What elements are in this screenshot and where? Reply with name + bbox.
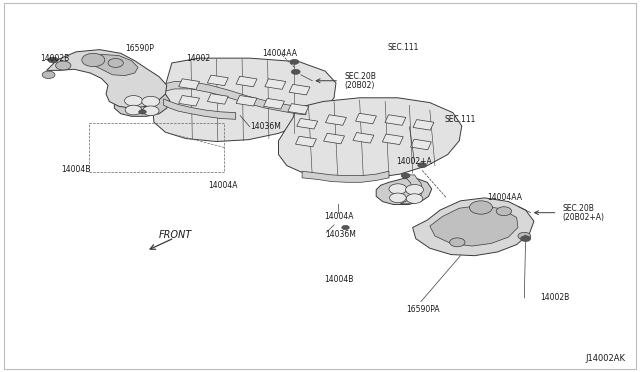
- Text: 14002: 14002: [187, 54, 211, 62]
- Text: SEC.20B: SEC.20B: [344, 72, 376, 81]
- Text: 14036M: 14036M: [250, 122, 280, 131]
- Polygon shape: [115, 90, 170, 116]
- Circle shape: [342, 225, 349, 230]
- Circle shape: [48, 57, 58, 63]
- Polygon shape: [164, 81, 306, 115]
- Circle shape: [469, 201, 492, 214]
- Text: FRONT: FRONT: [159, 230, 192, 240]
- Polygon shape: [376, 179, 432, 205]
- Polygon shape: [153, 58, 336, 141]
- Polygon shape: [302, 171, 389, 182]
- Polygon shape: [164, 99, 236, 119]
- Circle shape: [291, 69, 300, 74]
- Circle shape: [406, 185, 424, 195]
- Bar: [413, 119, 434, 130]
- Bar: [179, 79, 200, 89]
- Polygon shape: [430, 205, 518, 246]
- Polygon shape: [47, 49, 167, 108]
- Text: SEC.111: SEC.111: [445, 115, 476, 124]
- Circle shape: [496, 207, 511, 216]
- Bar: [289, 84, 310, 95]
- Circle shape: [290, 59, 299, 64]
- Bar: [207, 75, 228, 86]
- Text: 14004A: 14004A: [324, 212, 354, 221]
- Bar: [324, 133, 344, 144]
- Bar: [385, 115, 406, 125]
- Text: 14004AA: 14004AA: [262, 49, 297, 58]
- Text: 16590P: 16590P: [125, 44, 154, 53]
- Circle shape: [125, 96, 143, 106]
- Bar: [296, 136, 316, 147]
- Circle shape: [143, 106, 159, 116]
- Text: J14002AK: J14002AK: [585, 354, 625, 363]
- Bar: [179, 96, 200, 106]
- Circle shape: [401, 173, 410, 178]
- Text: 14004B: 14004B: [61, 165, 91, 174]
- Text: SEC.111: SEC.111: [387, 42, 419, 51]
- Text: SEC.20B: SEC.20B: [563, 204, 595, 213]
- Circle shape: [142, 96, 160, 107]
- Polygon shape: [401, 175, 422, 204]
- Circle shape: [390, 193, 406, 203]
- Text: (20B02): (20B02): [344, 81, 374, 90]
- Bar: [356, 113, 376, 124]
- Bar: [236, 96, 257, 106]
- Bar: [265, 79, 285, 89]
- Circle shape: [42, 71, 55, 78]
- Text: 14002B: 14002B: [40, 54, 70, 62]
- Circle shape: [406, 194, 423, 203]
- Polygon shape: [84, 54, 138, 76]
- Bar: [353, 132, 374, 143]
- Bar: [297, 118, 317, 129]
- Circle shape: [389, 184, 407, 194]
- Circle shape: [520, 235, 531, 241]
- Polygon shape: [278, 98, 462, 179]
- Circle shape: [139, 110, 147, 114]
- Circle shape: [418, 163, 427, 168]
- Circle shape: [518, 232, 531, 240]
- Text: (20B02+A): (20B02+A): [563, 213, 605, 222]
- Text: 14002+A: 14002+A: [397, 157, 433, 166]
- Circle shape: [108, 58, 124, 67]
- Circle shape: [450, 238, 465, 247]
- Bar: [236, 76, 257, 87]
- Bar: [207, 94, 228, 104]
- Polygon shape: [413, 198, 534, 256]
- Bar: [410, 139, 431, 150]
- Bar: [288, 104, 308, 114]
- Bar: [264, 99, 284, 109]
- Text: 16590PA: 16590PA: [406, 305, 440, 314]
- Bar: [326, 115, 346, 125]
- Text: 14036M: 14036M: [325, 230, 356, 240]
- Circle shape: [56, 61, 71, 70]
- Text: 14004AA: 14004AA: [488, 193, 523, 202]
- Text: 14004A: 14004A: [208, 181, 237, 190]
- Bar: [382, 134, 403, 145]
- Text: 14004B: 14004B: [324, 275, 354, 284]
- Circle shape: [82, 53, 105, 67]
- Circle shape: [125, 105, 142, 115]
- Text: 14002B: 14002B: [540, 294, 570, 302]
